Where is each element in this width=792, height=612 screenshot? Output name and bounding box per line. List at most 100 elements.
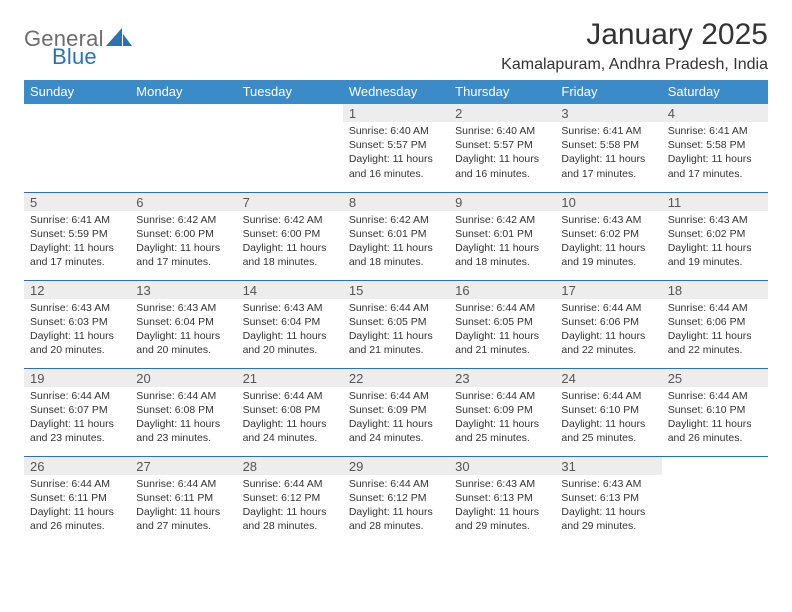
sunset-line: Sunset: 6:00 PM bbox=[136, 228, 214, 240]
day-number: 5 bbox=[24, 193, 130, 211]
day-info: Sunrise: 6:41 AMSunset: 5:58 PMDaylight:… bbox=[555, 122, 661, 185]
day-number: 14 bbox=[237, 281, 343, 299]
day-info: Sunrise: 6:42 AMSunset: 6:01 PMDaylight:… bbox=[449, 211, 555, 274]
day-number: 3 bbox=[555, 104, 661, 122]
sunrise-line: Sunrise: 6:43 AM bbox=[455, 478, 535, 490]
day-number: 6 bbox=[130, 193, 236, 211]
day-info: Sunrise: 6:40 AM Sunset: 5:57 PM Daylight:… bbox=[449, 122, 555, 185]
day-number: 2 bbox=[449, 104, 555, 122]
calendar-day-cell: 3Sunrise: 6:41 AMSunset: 5:58 PMDaylight… bbox=[555, 104, 661, 192]
day-info: Sunrise: 6:43 AMSunset: 6:04 PMDaylight:… bbox=[130, 299, 236, 362]
daylight-line: Daylight: 11 hours and 17 minutes. bbox=[136, 242, 220, 268]
sunset-line: Sunset: 6:12 PM bbox=[243, 492, 321, 504]
day-header: Thursday bbox=[449, 80, 555, 104]
header: General January 2025 Kamalapuram, Andhra… bbox=[24, 18, 768, 74]
calendar-day-cell: 6Sunrise: 6:42 AMSunset: 6:00 PMDaylight… bbox=[130, 192, 236, 280]
brand-word-blue: Blue bbox=[52, 44, 97, 69]
sunset-line: Sunset: 6:03 PM bbox=[30, 316, 108, 328]
day-header: Tuesday bbox=[237, 80, 343, 104]
sunrise-line: Sunrise: 6:41 AM bbox=[561, 125, 641, 137]
sunrise-line: Sunrise: 6:43 AM bbox=[136, 302, 216, 314]
sunset-line: Sunset: 5:57 PM bbox=[349, 139, 427, 151]
day-header: Wednesday bbox=[343, 80, 449, 104]
sunset-line: Sunset: 6:07 PM bbox=[30, 404, 108, 416]
calendar-body: 1Sunrise: 6:40 AMSunset: 5:57 PMDaylight… bbox=[24, 104, 768, 544]
day-number: 25 bbox=[662, 369, 768, 387]
day-info: Sunrise: 6:43 AMSunset: 6:02 PMDaylight:… bbox=[662, 211, 768, 274]
sunset-line: Sunset: 6:01 PM bbox=[455, 228, 533, 240]
day-info: Sunrise: 6:44 AMSunset: 6:09 PMDaylight:… bbox=[343, 387, 449, 450]
sunset-line: Sunset: 6:04 PM bbox=[136, 316, 214, 328]
sunset-line: Sunset: 5:58 PM bbox=[668, 139, 746, 151]
sunrise-line: Sunrise: 6:44 AM bbox=[668, 302, 748, 314]
calendar-day-cell bbox=[662, 456, 768, 544]
calendar-day-cell: 22Sunrise: 6:44 AMSunset: 6:09 PMDayligh… bbox=[343, 368, 449, 456]
calendar-day-cell: 1Sunrise: 6:40 AMSunset: 5:57 PMDaylight… bbox=[343, 104, 449, 192]
day-header: Friday bbox=[555, 80, 661, 104]
daylight-line: Daylight: 11 hours and 20 minutes. bbox=[243, 330, 327, 356]
calendar-day-cell: 4Sunrise: 6:41 AMSunset: 5:58 PMDaylight… bbox=[662, 104, 768, 192]
day-header: Sunday bbox=[24, 80, 130, 104]
sunrise-line: Sunrise: 6:44 AM bbox=[30, 390, 110, 402]
calendar-day-cell: 27Sunrise: 6:44 AMSunset: 6:11 PMDayligh… bbox=[130, 456, 236, 544]
sunset-line: Sunset: 6:09 PM bbox=[455, 404, 533, 416]
calendar-week-row: 1Sunrise: 6:40 AMSunset: 5:57 PMDaylight… bbox=[24, 104, 768, 192]
daylight-line: Daylight: 11 hours and 16 minutes. bbox=[455, 153, 539, 179]
calendar-day-cell bbox=[237, 104, 343, 192]
sunrise-line: Sunrise: 6:44 AM bbox=[136, 390, 216, 402]
calendar-day-cell bbox=[24, 104, 130, 192]
daylight-line: Daylight: 11 hours and 29 minutes. bbox=[561, 506, 645, 532]
brand-sail-icon bbox=[106, 28, 132, 53]
sunset-line: Sunset: 5:59 PM bbox=[30, 228, 108, 240]
daylight-line: Daylight: 11 hours and 20 minutes. bbox=[30, 330, 114, 356]
calendar-day-cell: 17Sunrise: 6:44 AMSunset: 6:06 PMDayligh… bbox=[555, 280, 661, 368]
sunset-line: Sunset: 6:08 PM bbox=[243, 404, 321, 416]
day-number: 21 bbox=[237, 369, 343, 387]
daylight-line: Daylight: 11 hours and 22 minutes. bbox=[561, 330, 645, 356]
sunrise-line: Sunrise: 6:42 AM bbox=[243, 214, 323, 226]
calendar-day-cell: 13Sunrise: 6:43 AMSunset: 6:04 PMDayligh… bbox=[130, 280, 236, 368]
sunrise-line: Sunrise: 6:44 AM bbox=[455, 302, 535, 314]
calendar-day-cell: 11Sunrise: 6:43 AMSunset: 6:02 PMDayligh… bbox=[662, 192, 768, 280]
day-number: 7 bbox=[237, 193, 343, 211]
day-info: Sunrise: 6:44 AMSunset: 6:11 PMDaylight:… bbox=[24, 475, 130, 538]
day-info: Sunrise: 6:44 AMSunset: 6:06 PMDaylight:… bbox=[662, 299, 768, 362]
sunrise-line: Sunrise: 6:43 AM bbox=[668, 214, 748, 226]
day-info: Sunrise: 6:44 AMSunset: 6:06 PMDaylight:… bbox=[555, 299, 661, 362]
day-info: Sunrise: 6:44 AMSunset: 6:07 PMDaylight:… bbox=[24, 387, 130, 450]
daylight-line: Daylight: 11 hours and 21 minutes. bbox=[455, 330, 539, 356]
calendar-day-cell bbox=[130, 104, 236, 192]
day-info: Sunrise: 6:44 AMSunset: 6:08 PMDaylight:… bbox=[130, 387, 236, 450]
daylight-line: Daylight: 11 hours and 24 minutes. bbox=[243, 418, 327, 444]
sunrise-line: Sunrise: 6:43 AM bbox=[30, 302, 110, 314]
day-info: Sunrise: 6:43 AM Sunset: 6:03 PM Daylight:… bbox=[24, 299, 130, 362]
calendar-day-cell: 24Sunrise: 6:44 AMSunset: 6:10 PMDayligh… bbox=[555, 368, 661, 456]
calendar-table: Sunday Monday Tuesday Wednesday Thursday… bbox=[24, 80, 768, 544]
day-number: 16 bbox=[449, 281, 555, 299]
sunset-line: Sunset: 6:12 PM bbox=[349, 492, 427, 504]
sunset-line: Sunset: 6:09 PM bbox=[349, 404, 427, 416]
sunset-line: Sunset: 6:13 PM bbox=[561, 492, 639, 504]
day-number: 30 bbox=[449, 457, 555, 475]
sunrise-line: Sunrise: 6:40 AM bbox=[455, 125, 535, 137]
sunset-line: Sunset: 6:04 PM bbox=[243, 316, 321, 328]
brand-word-blue-wrap: Blue bbox=[24, 44, 97, 70]
daylight-line: Daylight: 11 hours and 18 minutes. bbox=[455, 242, 539, 268]
daylight-line: Daylight: 11 hours and 26 minutes. bbox=[30, 506, 114, 532]
day-info: Sunrise: 6:44 AMSunset: 6:08 PMDaylight:… bbox=[237, 387, 343, 450]
day-number: 8 bbox=[343, 193, 449, 211]
day-info: Sunrise: 6:42 AMSunset: 6:00 PMDaylight:… bbox=[237, 211, 343, 274]
calendar-day-cell: 12Sunrise: 6:43 AMSunset: 6:03 PMDayligh… bbox=[24, 280, 130, 368]
sunrise-line: Sunrise: 6:44 AM bbox=[561, 302, 641, 314]
daylight-line: Daylight: 11 hours and 26 minutes. bbox=[668, 418, 752, 444]
daylight-line: Daylight: 11 hours and 28 minutes. bbox=[243, 506, 327, 532]
calendar-day-cell: 14Sunrise: 6:43 AMSunset: 6:04 PMDayligh… bbox=[237, 280, 343, 368]
sunset-line: Sunset: 6:05 PM bbox=[455, 316, 533, 328]
daylight-line: Daylight: 11 hours and 25 minutes. bbox=[561, 418, 645, 444]
day-info: Sunrise: 6:44 AMSunset: 6:12 PMDaylight:… bbox=[343, 475, 449, 538]
sunset-line: Sunset: 5:57 PM bbox=[455, 139, 533, 151]
sunrise-line: Sunrise: 6:44 AM bbox=[30, 478, 110, 490]
calendar-day-cell: 26Sunrise: 6:44 AMSunset: 6:11 PMDayligh… bbox=[24, 456, 130, 544]
sunset-line: Sunset: 5:58 PM bbox=[561, 139, 639, 151]
day-number: 17 bbox=[555, 281, 661, 299]
